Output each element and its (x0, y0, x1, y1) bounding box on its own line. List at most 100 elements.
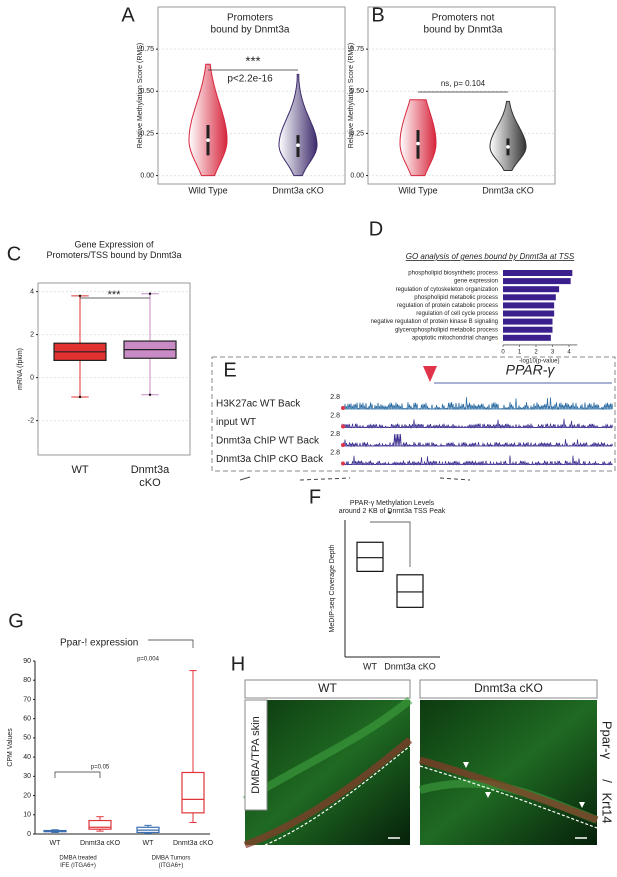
basal-layer (243, 737, 413, 849)
x-tick-label: 3 (551, 349, 555, 355)
basement-membrane (264, 745, 411, 846)
chart-title: Ppar-! expression (60, 638, 138, 649)
y-tick-label: 10 (23, 812, 31, 819)
arrowhead (579, 802, 585, 808)
box (356, 541, 384, 572)
y-tick-label: 0.25 (140, 130, 154, 137)
bar (503, 270, 573, 276)
x-tick-label: WT (50, 840, 62, 847)
x-tick-label: Dnmt3a (131, 464, 170, 476)
x-tick-label: Wild Type (398, 185, 437, 195)
y-tick-label: phospholipid biosynthetic process (408, 271, 498, 277)
signal-track (341, 418, 614, 429)
stain-label: Ppar-γ (600, 721, 615, 760)
bar (503, 326, 553, 333)
y-tick-label: 0.50 (140, 88, 154, 95)
bar (503, 310, 555, 317)
panel-label: H (231, 653, 245, 675)
x-tick-label: 0 (501, 349, 505, 355)
panel-label: C (7, 243, 21, 265)
chart-title: around 2 KB of Dnmt3a TSS Peak (339, 508, 446, 515)
annotation: p=0.05 (91, 765, 110, 771)
x-tick-label: Dnmt3a cKO (384, 661, 436, 671)
track-marker (341, 461, 345, 466)
y-axis-label: CPM Values (7, 728, 14, 767)
track-scale: 2.8 (330, 431, 340, 438)
row-label-box (244, 699, 268, 811)
annotation: * (388, 510, 392, 521)
outlier (148, 393, 152, 396)
x-axis-label: -log10(p-value) (519, 358, 559, 364)
x-tick-label: Dnmt3a cKO (272, 185, 324, 195)
violin (489, 100, 527, 171)
y-tick-label: 50 (23, 735, 31, 742)
track-marker (341, 443, 345, 447)
outlier (78, 395, 82, 399)
chart-title: Gene Expression of (74, 239, 154, 249)
y-tick-label: 30 (23, 773, 31, 780)
y-tick-label: 0.25 (350, 130, 364, 137)
group-label: IFE (ITGA6+) (60, 863, 96, 869)
box (88, 819, 112, 830)
y-axis-label: Relative Methylation Score (RMS) (348, 43, 355, 148)
outlier (78, 294, 82, 298)
plot-frame (367, 6, 556, 185)
arrowhead (485, 792, 491, 798)
track-scale: 2.8 (330, 394, 340, 401)
x-tick-label: Dnmt3a cKO (173, 840, 214, 847)
bar (503, 302, 555, 309)
micrograph-image (420, 700, 597, 845)
x-tick-label: WT (71, 464, 88, 476)
row-label: DMBA/TPA skin (250, 716, 262, 793)
violin (188, 63, 228, 177)
y-tick-label: regulation of protein catabolic process (397, 303, 498, 309)
x-tick-label: Dnmt3a cKO (482, 185, 534, 195)
group-label: DMBA Tumors (152, 856, 191, 862)
peak-arrow (423, 366, 437, 382)
signal-track (342, 397, 614, 411)
x-tick-label: 4 (567, 349, 571, 355)
track-scale: 2.8 (330, 449, 340, 456)
x-tick-label: Dnmt3a cKO (80, 840, 121, 847)
median-dot (416, 141, 420, 146)
basement-membrane (419, 765, 598, 829)
track-marker (341, 424, 345, 429)
tissue-band (242, 696, 413, 804)
y-tick-label: -2 (28, 417, 34, 424)
x-tick-label: Wild Type (188, 185, 227, 195)
outlier (148, 292, 152, 295)
group-label: (ITGA6+) (159, 863, 184, 869)
annotation: ns, p= 0.104 (441, 79, 486, 88)
y-tick-label: 2 (30, 331, 34, 338)
y-tick-label: regulation of cytoskeleton organization (396, 287, 498, 293)
signal-track (341, 433, 614, 448)
y-tick-label: apoptotic mitochondrial changes (412, 335, 498, 341)
column-header: WT (318, 681, 337, 695)
y-tick-label: 0.00 (140, 172, 154, 179)
panel-label: A (121, 4, 135, 26)
panel-label: G (8, 610, 24, 632)
bar (503, 286, 560, 293)
x-tick-label: cKO (139, 477, 161, 489)
x-tick-label: 2 (534, 349, 538, 355)
y-tick-label: negative regulation of protein kinase B … (371, 319, 498, 325)
significance-bracket (54, 771, 101, 778)
y-tick-label: 90 (23, 658, 31, 665)
track-label: input WT (216, 417, 256, 428)
y-axis-label: Relative Methylation Score (RMS) (137, 43, 144, 148)
y-tick-label: 0.50 (350, 88, 364, 95)
y-tick-label: 0.00 (350, 172, 364, 179)
bar (503, 318, 553, 325)
track-scale: 2.8 (330, 412, 340, 419)
y-tick-label: regulation of cell cycle process (416, 311, 498, 317)
gene-name: PPAR-γ (506, 362, 556, 378)
box (181, 771, 205, 814)
arrowhead (463, 762, 469, 768)
column-header-box (244, 679, 411, 699)
median-dot (206, 138, 210, 142)
y-tick-label: gene expression (454, 279, 498, 285)
chart-title: GO analysis of genes bound by Dnmt3a at … (406, 252, 575, 261)
y-tick-label: 0.75 (140, 46, 154, 53)
median-dot (506, 145, 510, 149)
